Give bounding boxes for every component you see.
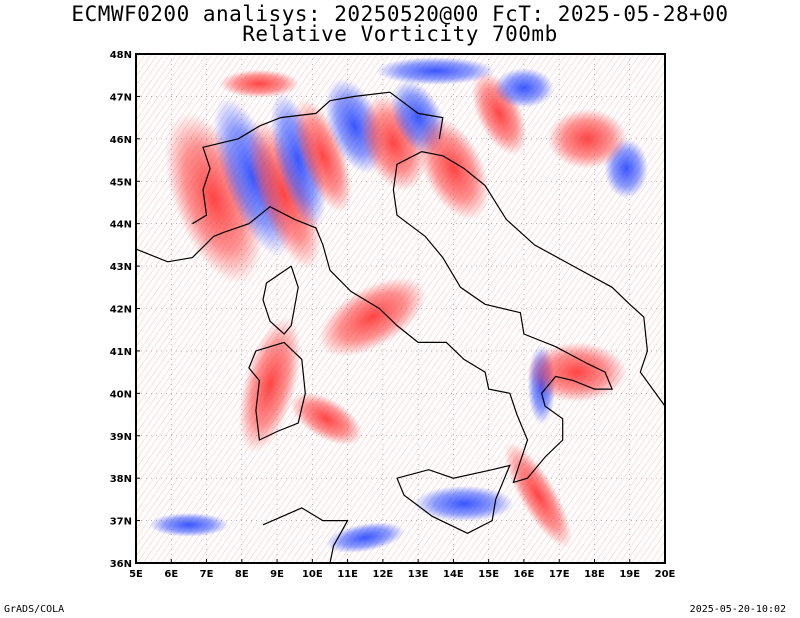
lon-tick-label: 15E xyxy=(478,569,499,580)
lat-tick-label: 40N xyxy=(110,389,132,400)
coastline xyxy=(135,91,666,564)
sicily-coastline xyxy=(396,464,511,534)
lon-tick-label: 13E xyxy=(408,569,429,580)
timestamp-label: 2025-05-20-10:02 xyxy=(689,604,786,615)
lon-tick-label: 7E xyxy=(200,569,214,580)
latitude-axis: 36N 37N 38N 39N 40N 41N 42N 43N 44N 45N 46N 47N 48N xyxy=(110,50,140,570)
lon-tick-label: 5E xyxy=(129,569,143,580)
lat-tick-label: 38N xyxy=(110,474,132,485)
lon-tick-label: 17E xyxy=(549,569,570,580)
corsica-coastline xyxy=(262,265,299,335)
lat-tick-label: 41N xyxy=(110,347,132,358)
lat-tick-label: 37N xyxy=(110,517,132,528)
lon-tick-label: 9E xyxy=(270,569,284,580)
italy-coastline xyxy=(224,150,614,484)
lat-tick-label: 47N xyxy=(110,92,132,103)
lon-tick-label: 12E xyxy=(372,569,393,580)
map-subtitle: Relative Vorticity 700mb xyxy=(242,22,558,46)
lon-tick-label: 18E xyxy=(584,569,605,580)
longitude-axis: 5E 6E 7E 8E 9E 10E 11E 12E 13E 14E 15E 16E 17E 18E 19E… xyxy=(129,559,676,580)
lat-tick-label: 48N xyxy=(110,50,132,61)
lat-tick-label: 44N xyxy=(110,220,132,231)
lon-tick-label: 14E xyxy=(443,569,464,580)
lon-tick-label: 20E xyxy=(655,569,676,580)
lon-tick-label: 10E xyxy=(302,569,323,580)
sardinia-coastline xyxy=(248,341,306,441)
credit-label: GrADS/COLA xyxy=(4,604,65,615)
balkans-coastline xyxy=(442,155,666,407)
lat-tick-label: 43N xyxy=(110,262,132,273)
lon-tick-label: 19E xyxy=(619,569,640,580)
lon-tick-label: 16E xyxy=(514,569,535,580)
france-coastline xyxy=(135,231,225,263)
alps-coastline xyxy=(192,91,444,225)
lon-tick-label: 6E xyxy=(164,569,178,580)
lat-lon-grid xyxy=(136,54,665,563)
africa-coastline xyxy=(262,507,349,564)
lat-tick-label: 46N xyxy=(110,135,132,146)
lat-tick-label: 42N xyxy=(110,305,132,316)
lon-tick-label: 8E xyxy=(235,569,249,580)
lat-tick-label: 45N xyxy=(110,177,132,188)
lat-tick-label: 36N xyxy=(110,559,132,570)
lat-tick-label: 39N xyxy=(110,432,132,443)
lon-tick-label: 11E xyxy=(337,569,358,580)
map-title: ECMWF0200 analisys: 20250520@00 FcT: 202… xyxy=(71,2,729,26)
